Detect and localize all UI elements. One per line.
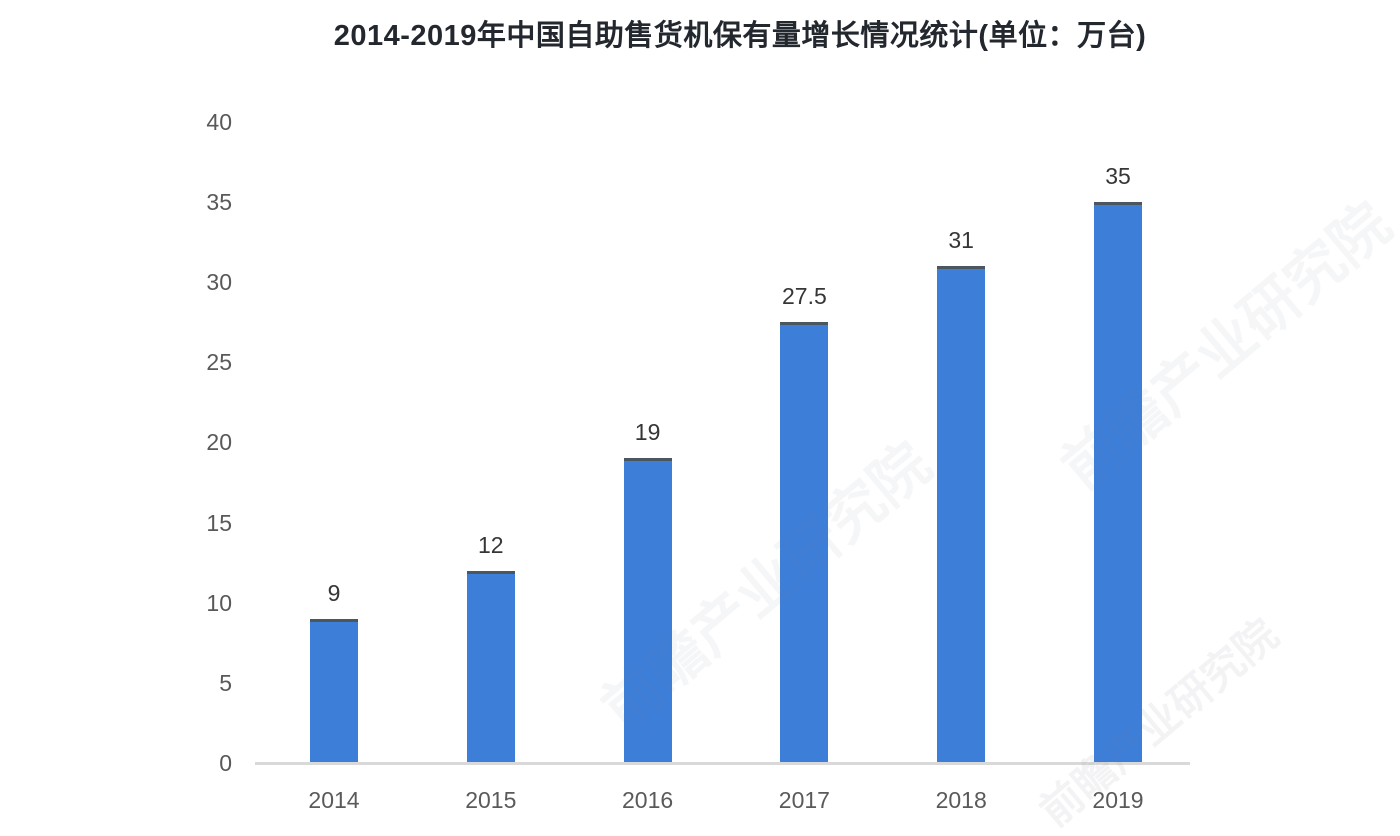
y-tick-label: 25: [206, 349, 232, 376]
bar-2016: [623, 458, 672, 763]
data-label-2014: 9: [327, 579, 341, 606]
bar-2019: [1094, 201, 1142, 763]
y-tick-label: 10: [206, 589, 232, 616]
x-tick-label-2015: 2015: [465, 787, 517, 813]
data-label-2018: 31: [948, 227, 974, 254]
x-axis-line: [255, 762, 1190, 765]
data-label-2019: 35: [1105, 162, 1131, 189]
x-tick-label-2016: 2016: [622, 787, 674, 813]
bar-2018: [937, 266, 986, 763]
x-tick-label-2017: 2017: [778, 787, 830, 813]
y-tick-label: 35: [206, 188, 232, 215]
data-label-2016: 19: [634, 419, 661, 446]
y-tick-label: 20: [206, 429, 232, 456]
bar-2014: [310, 618, 358, 763]
data-label-2017: 27.5: [782, 283, 827, 310]
y-tick-label: 5: [219, 669, 232, 696]
bar-2015: [466, 570, 515, 763]
x-tick-label-2019: 2019: [1092, 787, 1144, 813]
y-tick-label: 0: [219, 750, 232, 776]
x-tick-label-2018: 2018: [935, 787, 987, 813]
bar-2017: [780, 322, 829, 763]
y-tick-label: 15: [206, 509, 232, 536]
x-tick-label-2014: 2014: [308, 787, 360, 813]
chart-title: 2014-2019年中国自助售货机保有量增长情况统计(单位：万台): [333, 20, 1147, 52]
y-tick-label: 40: [206, 108, 232, 135]
data-label-2015: 12: [478, 531, 504, 558]
y-tick-label: 30: [206, 269, 232, 296]
